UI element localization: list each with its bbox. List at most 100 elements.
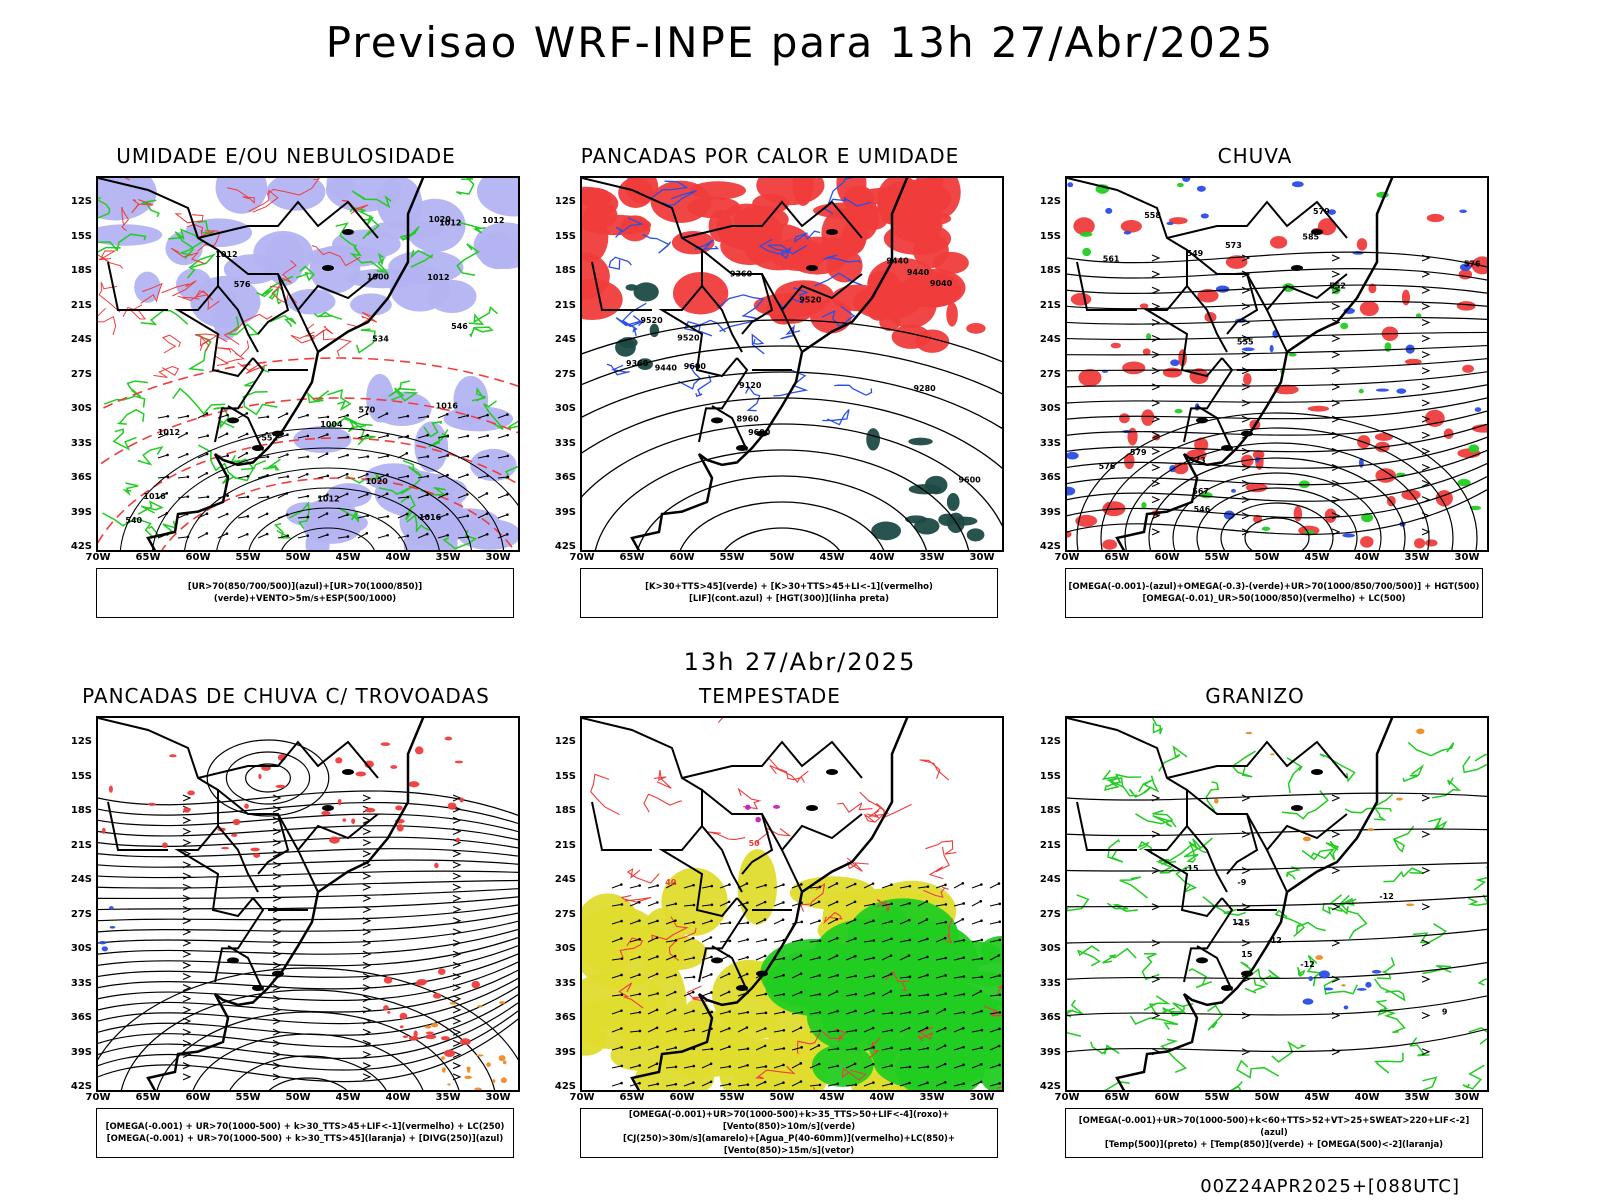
pressure-contours bbox=[119, 427, 518, 550]
lon-tick-label: 45W bbox=[335, 552, 361, 563]
lat-tick-label: 27S bbox=[1039, 908, 1061, 920]
contour-label: -15 bbox=[1236, 919, 1251, 928]
lon-tick-label: 35W bbox=[919, 1092, 945, 1103]
legend-line: [OMEGA(-0.001) + UR>70(1000-500) + k>30_… bbox=[105, 1122, 505, 1132]
lon-tick-label: 30W bbox=[969, 552, 995, 563]
lat-tick-label: 42S bbox=[70, 541, 92, 552]
legend-line: [K>30+TTS>45](verde) + [K>30+TTS>45+LI<-… bbox=[645, 582, 933, 592]
lon-tick-label: 60W bbox=[185, 552, 211, 563]
contour-label: 1012 bbox=[439, 219, 461, 228]
panel-chuva: CHUVA 585 579 576 573 567 561 558 555 552 549 546 5… bbox=[1025, 144, 1489, 646]
map-basemap bbox=[1067, 178, 1394, 550]
contour-label: -15 bbox=[1184, 864, 1199, 873]
lon-tick-label: 55W bbox=[1204, 1092, 1230, 1103]
lon-tick-label: 35W bbox=[435, 1092, 461, 1103]
lat-tick-label: 36S bbox=[554, 1012, 576, 1023]
contour-label: 9 bbox=[1442, 1008, 1448, 1017]
lat-tick-label: 36S bbox=[554, 472, 576, 483]
lat-tick-label: 24S bbox=[70, 334, 92, 345]
height-300-contours bbox=[582, 319, 1002, 550]
trough-250 bbox=[98, 967, 518, 1090]
storm-purple bbox=[745, 804, 781, 823]
contour-labels: -12 -12 -9 -15 -15 -12 12 15 9 bbox=[1184, 864, 1448, 1016]
lat-tick-label: 30S bbox=[554, 943, 576, 954]
lat-tick-label: 27S bbox=[1039, 368, 1061, 380]
contour-label: 1004 bbox=[320, 420, 343, 429]
panel-title: TEMPESTADE bbox=[699, 684, 841, 708]
contour-labels: 1012101210121016101210121020101610201012… bbox=[125, 215, 504, 525]
contour-label: 1020 bbox=[429, 215, 452, 224]
temp500-black bbox=[1067, 792, 1487, 1056]
legend-line: [UR>70(850/700/500)](azul)+[UR>70(1000/8… bbox=[187, 582, 423, 604]
contour-labels: 5855795765735675615585555525495465795765… bbox=[1099, 207, 1481, 514]
lat-tick-label: 18S bbox=[554, 265, 576, 276]
lat-tick-label: 27S bbox=[70, 368, 92, 380]
map-plot: -12 -12 -9 -15 -15 -12 12 15 9 bbox=[1065, 716, 1489, 1092]
map-basemap bbox=[582, 178, 909, 550]
contour-label: 1000 bbox=[367, 273, 390, 282]
lon-tick-label: 40W bbox=[869, 552, 895, 563]
temp850-green bbox=[1067, 718, 1487, 1090]
panel-title: UMIDADE E/OU NEBULOSIDADE bbox=[116, 144, 456, 168]
contour-label: 549 bbox=[1187, 249, 1204, 258]
humidity-upper-blue bbox=[98, 178, 518, 341]
streamlines-250 bbox=[98, 790, 518, 1083]
panel-tempestade: TEMPESTADE 50 40 [OMEGA(-0.001)+UR>70(100… bbox=[540, 684, 1004, 1186]
contour-label: -12 bbox=[1300, 960, 1314, 969]
lon-tick-label: 30W bbox=[1454, 1092, 1480, 1103]
panel-legend: [OMEGA(-0.001)+UR>70(1000-500)+k<60+TTS>… bbox=[1065, 1108, 1483, 1158]
lat-tick-label: 42S bbox=[1039, 1081, 1061, 1092]
lat-tick-label: 33S bbox=[554, 437, 576, 449]
lon-tick-label: 30W bbox=[969, 1092, 995, 1103]
lon-tick-label: 45W bbox=[819, 552, 845, 563]
contour-label: 552 bbox=[261, 434, 278, 443]
contour-label: 9520 bbox=[677, 333, 700, 342]
run-time-label: 00Z24APR2025+[088UTC] bbox=[1200, 1176, 1460, 1197]
lat-tick-label: 24S bbox=[1039, 874, 1061, 885]
legend-line: [OMEGA(-0.01)_UR>50(1000/850)(vermelho) … bbox=[1142, 594, 1406, 604]
thunder-red bbox=[101, 736, 464, 869]
lon-tick-label: 70W bbox=[569, 1092, 595, 1103]
contour-label: 534 bbox=[372, 334, 389, 343]
lon-tick-label: 70W bbox=[85, 1092, 111, 1103]
lat-tick-label: 39S bbox=[70, 506, 92, 518]
contour-label: 1016 bbox=[436, 402, 459, 411]
divergence-blue bbox=[98, 906, 116, 952]
lon-tick-label: 30W bbox=[485, 552, 511, 563]
contour-label: 9520 bbox=[799, 296, 822, 305]
contour-label: 9600 bbox=[684, 362, 707, 371]
map-basemap bbox=[582, 718, 909, 1090]
lat-tick-label: 12S bbox=[70, 736, 92, 747]
lat-tick-label: 33S bbox=[70, 437, 92, 449]
lat-tick-label: 15S bbox=[554, 770, 576, 782]
lat-tick-label: 42S bbox=[554, 541, 576, 552]
convective-teal-west bbox=[615, 282, 660, 370]
lat-tick-label: 27S bbox=[554, 908, 576, 920]
panel-umidade: UMIDADE E/OU NEBULOSIDADE 1012 1012 1012 10… bbox=[56, 144, 520, 646]
contour-label: 546 bbox=[1194, 505, 1211, 514]
lat-tick-label: 15S bbox=[1039, 770, 1061, 782]
lon-tick-label: 45W bbox=[335, 1092, 361, 1103]
contour-label: 12 bbox=[1232, 918, 1243, 927]
hail-blue bbox=[1302, 969, 1382, 1010]
lon-tick-label: 45W bbox=[819, 1092, 845, 1103]
lon-tick-label: 65W bbox=[619, 552, 645, 563]
contour-label: 9040 bbox=[930, 279, 953, 288]
contour-label: 1016 bbox=[419, 513, 442, 522]
height-500-lines bbox=[1067, 251, 1487, 536]
contour-label: 9440 bbox=[907, 268, 930, 277]
lat-tick-label: 39S bbox=[554, 1046, 576, 1058]
contour-label: 552 bbox=[1329, 282, 1346, 291]
contour-label: 558 bbox=[1144, 211, 1161, 220]
lon-tick-label: 35W bbox=[435, 552, 461, 563]
map-basemap bbox=[1067, 718, 1394, 1090]
contour-label: 570 bbox=[359, 405, 376, 414]
contour-label: -12 bbox=[1267, 936, 1281, 945]
lon-tick-label: 40W bbox=[385, 1092, 411, 1103]
panel-pancadas-calor: PANCADAS POR CALOR E UMIDADE 9600 9520 960… bbox=[540, 144, 1004, 646]
legend-line: [OMEGA(-0.001)-(azul)+OMEGA(-0.3)-(verde… bbox=[1068, 582, 1480, 592]
lat-tick-label: 27S bbox=[70, 908, 92, 920]
lat-tick-label: 15S bbox=[1039, 230, 1061, 242]
rain-red bbox=[1067, 213, 1487, 550]
lon-tick-label: 50W bbox=[285, 552, 311, 563]
